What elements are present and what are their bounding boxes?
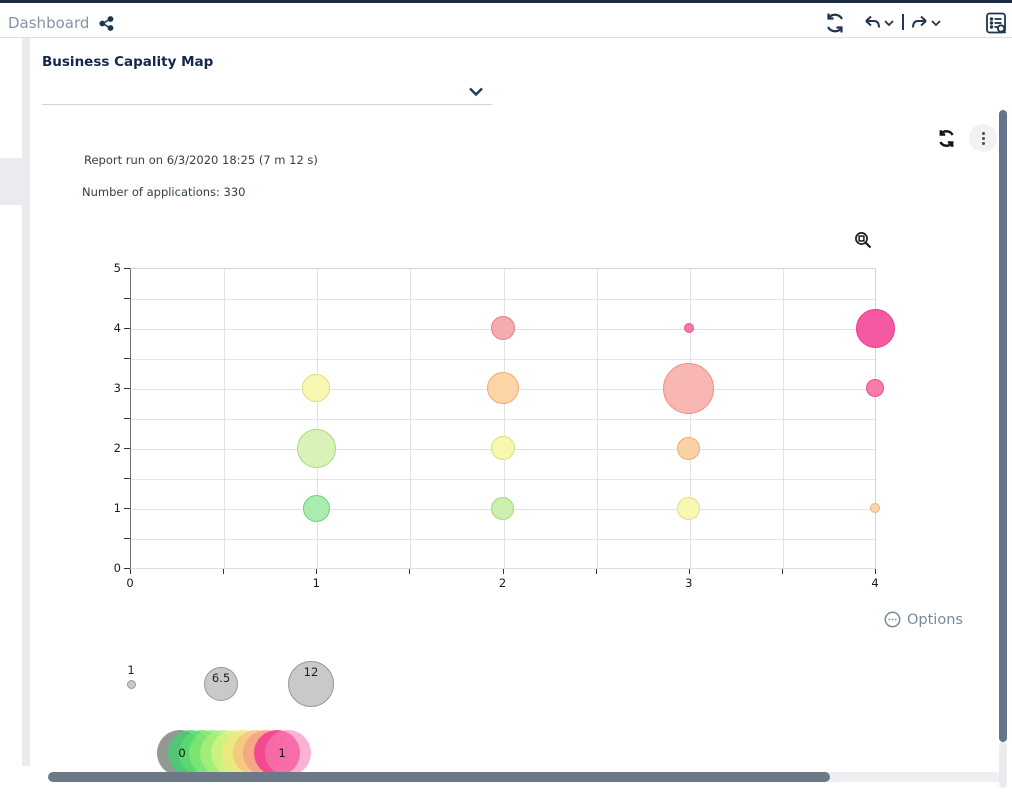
chart-bubble[interactable] <box>683 323 694 333</box>
y-axis-tick <box>124 568 130 569</box>
gridline-horizontal <box>131 539 875 540</box>
chart-bubble[interactable] <box>490 316 515 340</box>
vertical-scrollbar-thumb[interactable] <box>999 110 1007 742</box>
refresh-icon[interactable] <box>823 11 847 35</box>
chart-bubble[interactable] <box>870 503 880 513</box>
report-run-meta: Report run on 6/3/2020 18:25 (7 m 12 s) <box>84 153 318 167</box>
x-axis-tick-label: 0 <box>126 576 134 590</box>
y-axis-tick-label: 2 <box>113 441 121 455</box>
gridline-vertical <box>782 269 784 568</box>
x-axis-tick-label: 4 <box>871 576 879 590</box>
y-axis-tick <box>124 298 130 299</box>
y-axis-tick <box>124 478 130 479</box>
size-legend-label: 12 <box>303 665 319 679</box>
gridline-horizontal <box>131 359 875 360</box>
gridline-vertical <box>689 269 691 568</box>
gridline-horizontal <box>131 419 875 420</box>
gridline-vertical <box>596 269 598 568</box>
vertical-scrollbar-track[interactable] <box>999 742 1007 788</box>
options-ellipsis-icon <box>884 611 901 628</box>
color-legend-min-label: 0 <box>178 746 186 760</box>
undo-icon[interactable] <box>863 14 881 32</box>
y-axis-tick <box>124 388 130 389</box>
chart-bubble[interactable] <box>663 362 715 414</box>
y-axis-tick <box>124 328 130 329</box>
zoom-selection-icon[interactable] <box>854 231 873 250</box>
x-axis-tick <box>130 569 131 574</box>
view-selector-dropdown[interactable] <box>42 80 492 105</box>
app-bar-divider <box>0 37 1012 38</box>
app-bar: Dashboard <box>0 3 1012 37</box>
size-legend-circle <box>126 679 136 689</box>
sidebar-selected-item[interactable] <box>0 158 22 205</box>
gridline-vertical <box>410 269 412 568</box>
options-label: Options <box>907 611 963 628</box>
chart-bubble[interactable] <box>302 374 331 402</box>
kebab-menu-icon[interactable] <box>969 124 997 152</box>
chart-bubble[interactable] <box>490 436 515 460</box>
size-legend-circle <box>204 667 238 701</box>
y-axis-tick <box>124 508 130 509</box>
page-title: Business Capality Map <box>42 54 214 70</box>
size-legend-label: 1 <box>127 662 135 677</box>
chart-bubble[interactable] <box>302 494 330 522</box>
chart-bubble[interactable] <box>677 496 701 520</box>
x-axis-tick <box>409 569 411 574</box>
y-axis-tick-label: 0 <box>113 561 121 575</box>
gridline-vertical <box>224 269 226 568</box>
gridline-vertical <box>317 269 319 568</box>
color-legend-max-label: 1 <box>278 746 286 760</box>
y-axis-tick <box>124 418 130 419</box>
x-axis-tick-label: 3 <box>685 576 693 590</box>
y-axis-tick <box>124 358 130 359</box>
y-axis-tick <box>124 538 130 539</box>
gridline-horizontal <box>131 479 875 480</box>
x-axis-tick <box>223 569 225 574</box>
x-axis-tick <box>781 569 783 574</box>
top-accent-strip <box>0 0 1012 3</box>
size-legend-circle <box>288 661 334 707</box>
redo-dropdown-chevron-icon[interactable] <box>931 20 941 27</box>
chart-bubble[interactable] <box>486 372 519 404</box>
y-axis-tick <box>124 268 130 269</box>
refresh-report-icon[interactable] <box>936 128 957 149</box>
applications-count: Number of applications: 330 <box>82 185 246 199</box>
x-axis-tick-label: 1 <box>312 576 320 590</box>
chevron-down-icon[interactable] <box>468 86 484 98</box>
gridline-vertical <box>503 269 505 568</box>
redo-icon[interactable] <box>911 14 929 32</box>
undo-redo-divider <box>902 14 904 30</box>
size-legend-label: 6.5 <box>211 671 231 685</box>
undo-dropdown-chevron-icon[interactable] <box>884 20 894 27</box>
y-axis-tick-label: 3 <box>113 381 121 395</box>
gridline-horizontal <box>131 299 875 300</box>
x-axis-tick <box>875 569 876 574</box>
chart-bubble[interactable] <box>866 379 884 397</box>
chart-bubble[interactable] <box>296 428 336 468</box>
options-button[interactable]: Options <box>884 611 963 628</box>
sidebar-gutter <box>22 38 30 766</box>
y-axis-tick-label: 5 <box>113 261 121 275</box>
horizontal-scrollbar-thumb[interactable] <box>48 772 830 782</box>
y-axis-tick <box>124 448 130 449</box>
x-axis-tick-label: 2 <box>498 576 507 590</box>
share-icon[interactable] <box>99 16 114 31</box>
report-viewer-icon[interactable] <box>984 11 1008 35</box>
x-axis-tick <box>316 569 318 574</box>
chart-bubble[interactable] <box>855 308 895 348</box>
x-axis-tick <box>502 569 504 574</box>
x-axis-tick <box>595 569 597 574</box>
breadcrumb: Dashboard <box>8 14 90 32</box>
chart-bubble[interactable] <box>677 436 701 460</box>
color-legend-circle <box>265 730 311 776</box>
y-axis-tick-label: 1 <box>113 501 121 515</box>
x-axis-tick <box>688 569 690 574</box>
y-axis-tick-label: 4 <box>113 321 121 335</box>
chart-bubble[interactable] <box>491 496 514 520</box>
bubble-chart-plot-area[interactable] <box>130 268 876 569</box>
